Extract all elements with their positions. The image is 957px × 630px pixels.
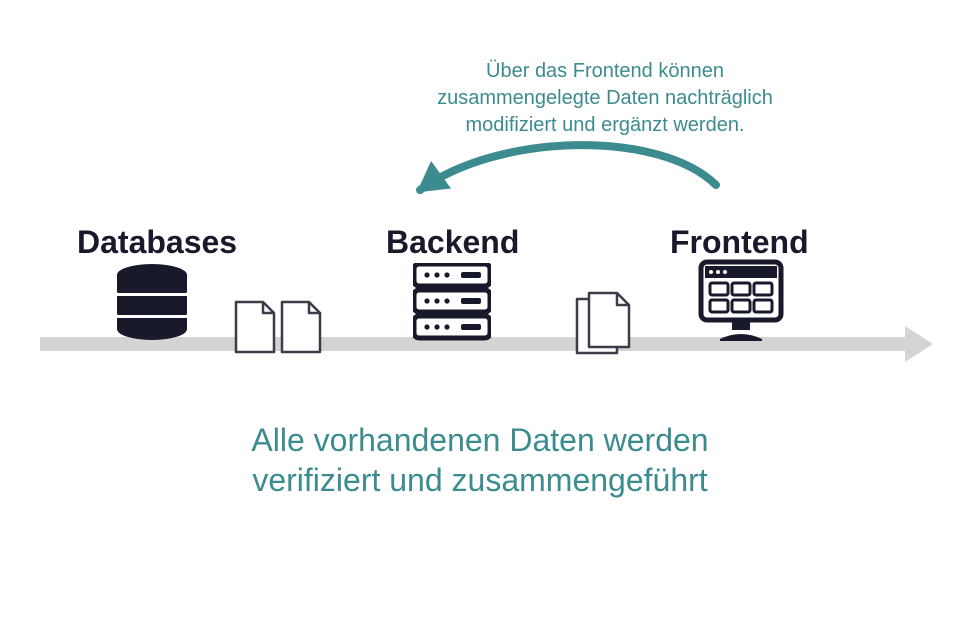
backend-label: Backend — [386, 224, 519, 261]
callout-text: Über das Frontend könnenzusammengelegte … — [405, 58, 805, 139]
bottom-caption: Alle vorhandenen Daten werdenverifiziert… — [180, 420, 780, 500]
timeline-arrowhead-icon — [905, 326, 933, 362]
backend-icon — [413, 263, 491, 346]
databases-label: Databases — [77, 224, 237, 261]
frontend-icon — [698, 259, 784, 348]
docs-right-doc-icon — [587, 291, 631, 354]
docs-left-doc-icon — [234, 300, 276, 359]
frontend-label: Frontend — [670, 224, 809, 261]
docs-left-doc-icon — [280, 300, 322, 359]
databases-icon — [115, 263, 189, 346]
